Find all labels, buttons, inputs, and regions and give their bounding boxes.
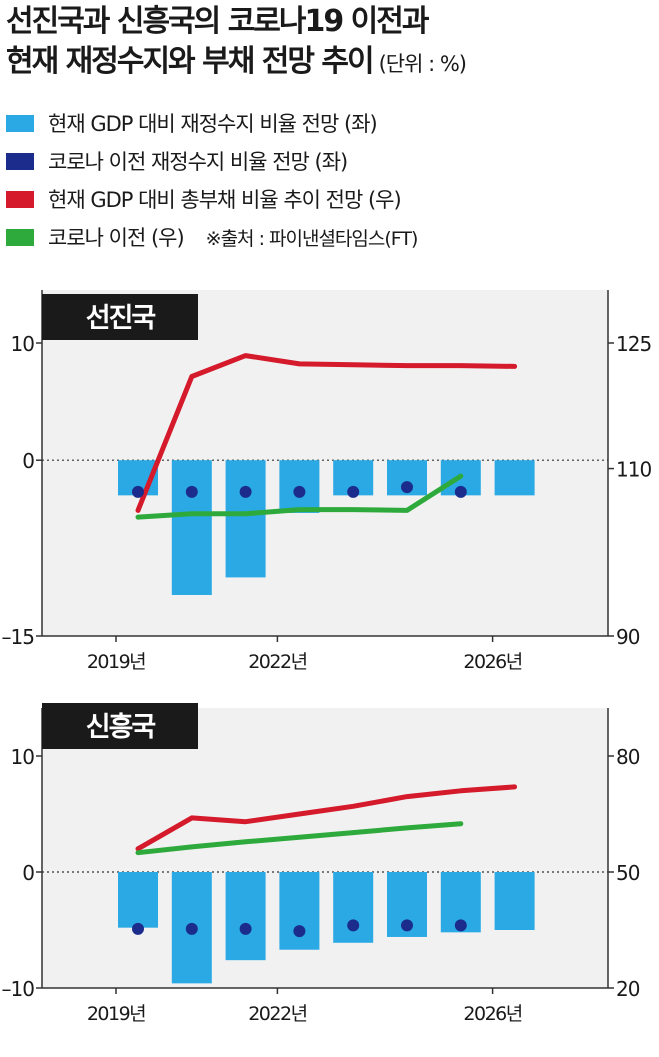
legend-label: 코로나 이전 재정수지 비율 전망 (좌) bbox=[48, 150, 348, 174]
y-left-tick-label: –15 bbox=[2, 625, 34, 649]
chart-emerging-economies: 10 0 –10 80 50 20 2019년 2022년 2026년 신흥국 bbox=[2, 703, 641, 1025]
y-right-tick-label: 80 bbox=[616, 745, 640, 769]
chart-title: 선진국과 신흥국의 코로나19 이전과 현재 재정수지와 부채 전망 추이 (단위… bbox=[6, 2, 656, 84]
legend-label: 현재 GDP 대비 재정수지 비율 전망 (좌) bbox=[48, 112, 378, 136]
x-tick-label: 2019년 bbox=[87, 1003, 145, 1025]
legend-swatch-precovid-debt bbox=[6, 228, 34, 246]
panel-title-box bbox=[42, 703, 198, 749]
bar-current-balance bbox=[171, 460, 212, 595]
panel-title: 선진국 bbox=[86, 303, 156, 334]
x-tick-label: 2026년 bbox=[463, 1003, 521, 1025]
x-tick-label: 2022년 bbox=[248, 651, 306, 673]
line-current-debt bbox=[135, 784, 518, 852]
legend-item-current-debt: 현재 GDP 대비 총부채 비율 추이 전망 (우) bbox=[6, 180, 417, 218]
x-tick-label: 2026년 bbox=[463, 651, 521, 673]
dot-precovid-balance bbox=[132, 485, 144, 498]
legend-label: 코로나 이전 (우) bbox=[48, 226, 185, 250]
dot-precovid-balance bbox=[347, 919, 360, 932]
dot-precovid-balance bbox=[293, 485, 306, 498]
dot-precovid-balance bbox=[185, 485, 198, 498]
dot-precovid-balance bbox=[185, 922, 198, 935]
legend-item-precovid-balance: 코로나 이전 재정수지 비율 전망 (좌) bbox=[6, 142, 417, 180]
bar-current-balance bbox=[494, 872, 535, 930]
y-right-tick-label: 110 bbox=[616, 458, 651, 482]
y-left-tick-label: 0 bbox=[22, 861, 34, 885]
y-left-tick-label: 10 bbox=[11, 745, 35, 769]
x-tick-label: 2022년 bbox=[248, 1003, 306, 1025]
y-left-tick-label: –10 bbox=[2, 977, 35, 1001]
source-note: ※출처 : 파이낸셜타임스(FT) bbox=[205, 227, 419, 250]
y-right-tick-label: 90 bbox=[616, 625, 640, 649]
dot-precovid-balance bbox=[347, 485, 360, 498]
title-line-1: 선진국과 신흥국의 코로나19 이전과 bbox=[6, 4, 429, 39]
bar-current-balance bbox=[494, 460, 535, 496]
legend-item-current-balance: 현재 GDP 대비 재정수지 비율 전망 (좌) bbox=[6, 104, 417, 142]
dot-precovid-balance bbox=[401, 481, 413, 494]
x-tick-label: 2019년 bbox=[87, 651, 145, 673]
y-right-tick-label: 20 bbox=[616, 977, 640, 1001]
dot-precovid-balance bbox=[401, 919, 413, 932]
line-precovid-debt bbox=[135, 821, 464, 856]
y-right-tick-label: 50 bbox=[616, 861, 640, 885]
dot-precovid-balance bbox=[239, 922, 252, 935]
legend-item-precovid-debt: 코로나 이전 (우) ※출처 : 파이낸셜타임스(FT) bbox=[6, 218, 419, 256]
title-line-2: 현재 재정수지와 부채 전망 추이 bbox=[6, 44, 375, 79]
dot-precovid-balance bbox=[132, 922, 144, 935]
dot-precovid-balance bbox=[454, 919, 467, 932]
bar-current-balance bbox=[118, 872, 158, 928]
legend-swatch-current-debt bbox=[6, 190, 34, 208]
legend-swatch-current-balance bbox=[6, 114, 34, 132]
y-right-tick-label: 125 bbox=[616, 332, 651, 356]
line-current-debt bbox=[135, 353, 518, 513]
legend-label: 현재 GDP 대비 총부채 비율 추이 전망 (우) bbox=[48, 188, 402, 212]
bar-current-balance bbox=[225, 460, 266, 578]
y-left-tick-label: 0 bbox=[22, 449, 34, 473]
plot-area bbox=[42, 708, 608, 988]
bar-current-balance bbox=[279, 872, 320, 950]
dot-precovid-balance bbox=[239, 485, 252, 498]
bar-current-balance bbox=[333, 872, 374, 943]
dot-precovid-balance bbox=[454, 485, 467, 498]
chart-advanced-economies: 10 0 –15 125 110 90 2019년 2022년 2026년 선진국 bbox=[2, 290, 652, 673]
unit-label: (단위 : %) bbox=[378, 52, 467, 76]
panel-title-box bbox=[42, 294, 198, 340]
line-precovid-debt bbox=[135, 473, 464, 520]
bar-current-balance bbox=[225, 872, 266, 961]
dot-precovid-balance bbox=[293, 925, 306, 938]
y-left-tick-label: 10 bbox=[11, 332, 35, 356]
panel-title: 신흥국 bbox=[86, 712, 156, 743]
legend: 현재 GDP 대비 재정수지 비율 전망 (좌) 코로나 이전 재정수지 비율 … bbox=[6, 104, 419, 256]
legend-swatch-precovid-balance bbox=[6, 152, 34, 170]
